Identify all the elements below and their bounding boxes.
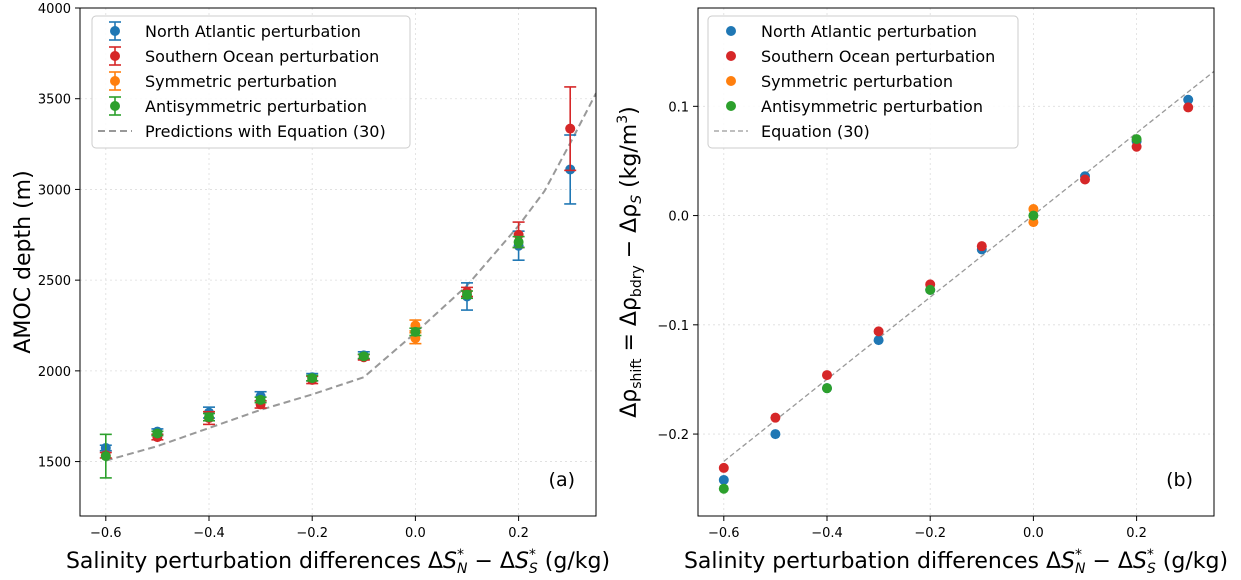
y-tick-label: −0.2 xyxy=(657,428,689,443)
legend-label: Symmetric perturbation xyxy=(145,72,337,91)
data-point xyxy=(925,284,936,295)
plot-area xyxy=(718,70,1214,494)
y-tick-label: 1500 xyxy=(38,456,71,471)
x-axis-label: Salinity perturbation differences ΔS* N −… xyxy=(684,547,1228,577)
legend-box xyxy=(91,15,411,149)
legend-item: Southern Ocean perturbation xyxy=(726,47,995,66)
data-point xyxy=(100,451,111,462)
legend-label: Antisymmetric perturbation xyxy=(145,97,367,116)
legend-marker-icon xyxy=(110,76,120,86)
panel-label: (a) xyxy=(549,469,575,491)
legend-label: Antisymmetric perturbation xyxy=(761,97,983,116)
legend-marker-icon xyxy=(110,101,120,111)
data-point xyxy=(770,429,781,440)
legend-item: Southern Ocean perturbation xyxy=(109,46,379,66)
x-tick-label: −0.2 xyxy=(914,526,946,541)
x-tick-label: −0.6 xyxy=(90,526,122,541)
y-tick-label: 3000 xyxy=(38,183,71,198)
data-point xyxy=(307,373,318,384)
data-point xyxy=(204,412,214,423)
panel-label: (b) xyxy=(1166,469,1193,491)
y-tick-label: −0.1 xyxy=(657,319,689,334)
data-point xyxy=(1183,102,1194,113)
data-point xyxy=(152,428,163,439)
series-line-4 xyxy=(105,92,596,462)
legend-marker-icon xyxy=(726,76,736,86)
chart-panel-a: −0.6 −0.4 −0.2 0.0 0.2 1500 2000 2500 3000 3500 40… xyxy=(11,2,610,577)
legend-marker-icon xyxy=(726,101,736,111)
data-point xyxy=(718,462,729,473)
x-tick-label: −0.4 xyxy=(811,526,843,541)
legend-label: North Atlantic perturbation xyxy=(145,22,361,41)
y-axis-label: AMOC depth (m) xyxy=(11,170,36,353)
y-tick-label: 0.1 xyxy=(668,100,689,115)
x-tick-label: 0.2 xyxy=(1126,526,1147,541)
legend-marker-icon xyxy=(110,51,120,61)
legend-marker-icon xyxy=(110,26,120,36)
x-tick-label: −0.2 xyxy=(296,526,328,541)
legend-item: Antisymmetric perturbation xyxy=(109,96,367,116)
plot-frame xyxy=(79,7,597,517)
data-point xyxy=(565,123,576,134)
data-point xyxy=(513,237,524,248)
x-tick-label: −0.4 xyxy=(193,526,225,541)
data-point xyxy=(1080,174,1090,185)
legend-marker-icon xyxy=(726,51,736,61)
data-point xyxy=(873,335,884,346)
legend-label: Southern Ocean perturbation xyxy=(761,47,995,66)
data-point xyxy=(822,370,832,381)
legend-item: Predictions with Equation (30) xyxy=(98,122,386,141)
legend: North Atlantic perturbation Southern Ocea… xyxy=(91,15,411,149)
data-point xyxy=(822,383,832,394)
data-point xyxy=(976,241,987,252)
legend: North Atlantic perturbation Southern Ocea… xyxy=(707,15,1019,149)
y-tick-label: 4000 xyxy=(38,2,71,17)
x-tick-label: 0.0 xyxy=(1023,526,1044,541)
y-tick-label: 2000 xyxy=(38,365,71,380)
legend-label: Equation (30) xyxy=(761,122,870,141)
legend-marker-icon xyxy=(726,26,736,36)
data-point xyxy=(410,326,421,337)
data-point xyxy=(358,351,369,362)
x-tick-label: 0.2 xyxy=(508,526,529,541)
legend-item: Antisymmetric perturbation xyxy=(726,97,983,116)
data-point xyxy=(255,394,266,405)
y-tick-label: 3500 xyxy=(38,93,71,108)
y-axis-label: Δρshift = Δρbdry − ΔρS (kg/m3) xyxy=(615,106,645,417)
legend-item: Symmetric perturbation xyxy=(726,72,953,91)
legend-item: North Atlantic perturbation xyxy=(726,22,977,41)
legend-item: Equation (30) xyxy=(714,122,870,141)
y-tick-label: 0.0 xyxy=(668,210,689,225)
data-point xyxy=(462,289,472,300)
x-tick-label: −0.6 xyxy=(708,526,740,541)
x-axis-label: Salinity perturbation differences ΔS* N −… xyxy=(66,547,610,577)
y-tick-label: 2500 xyxy=(38,274,71,289)
data-point xyxy=(770,412,781,423)
data-point xyxy=(1183,94,1194,105)
legend-label: Southern Ocean perturbation xyxy=(145,47,379,66)
data-point xyxy=(718,483,729,494)
legend-item: North Atlantic perturbation xyxy=(109,21,361,41)
legend-label: North Atlantic perturbation xyxy=(761,22,977,41)
series-line-4 xyxy=(723,70,1214,462)
chart-panel-b: −0.6 −0.4 −0.2 0.0 0.2 −0.2 −0.1 0.0 0.1 Salinity… xyxy=(615,7,1228,577)
legend-label: Symmetric perturbation xyxy=(761,72,953,91)
data-point xyxy=(1028,210,1039,221)
plot-frame xyxy=(697,7,1215,517)
legend-label: Predictions with Equation (30) xyxy=(145,122,386,141)
legend-item: Symmetric perturbation xyxy=(109,71,337,91)
plot-area xyxy=(99,86,596,479)
data-point xyxy=(873,326,884,337)
legend-box xyxy=(707,15,1019,149)
x-tick-label: 0.0 xyxy=(405,526,426,541)
data-point xyxy=(1131,134,1142,145)
data-point xyxy=(1131,141,1142,152)
data-point xyxy=(718,474,729,485)
